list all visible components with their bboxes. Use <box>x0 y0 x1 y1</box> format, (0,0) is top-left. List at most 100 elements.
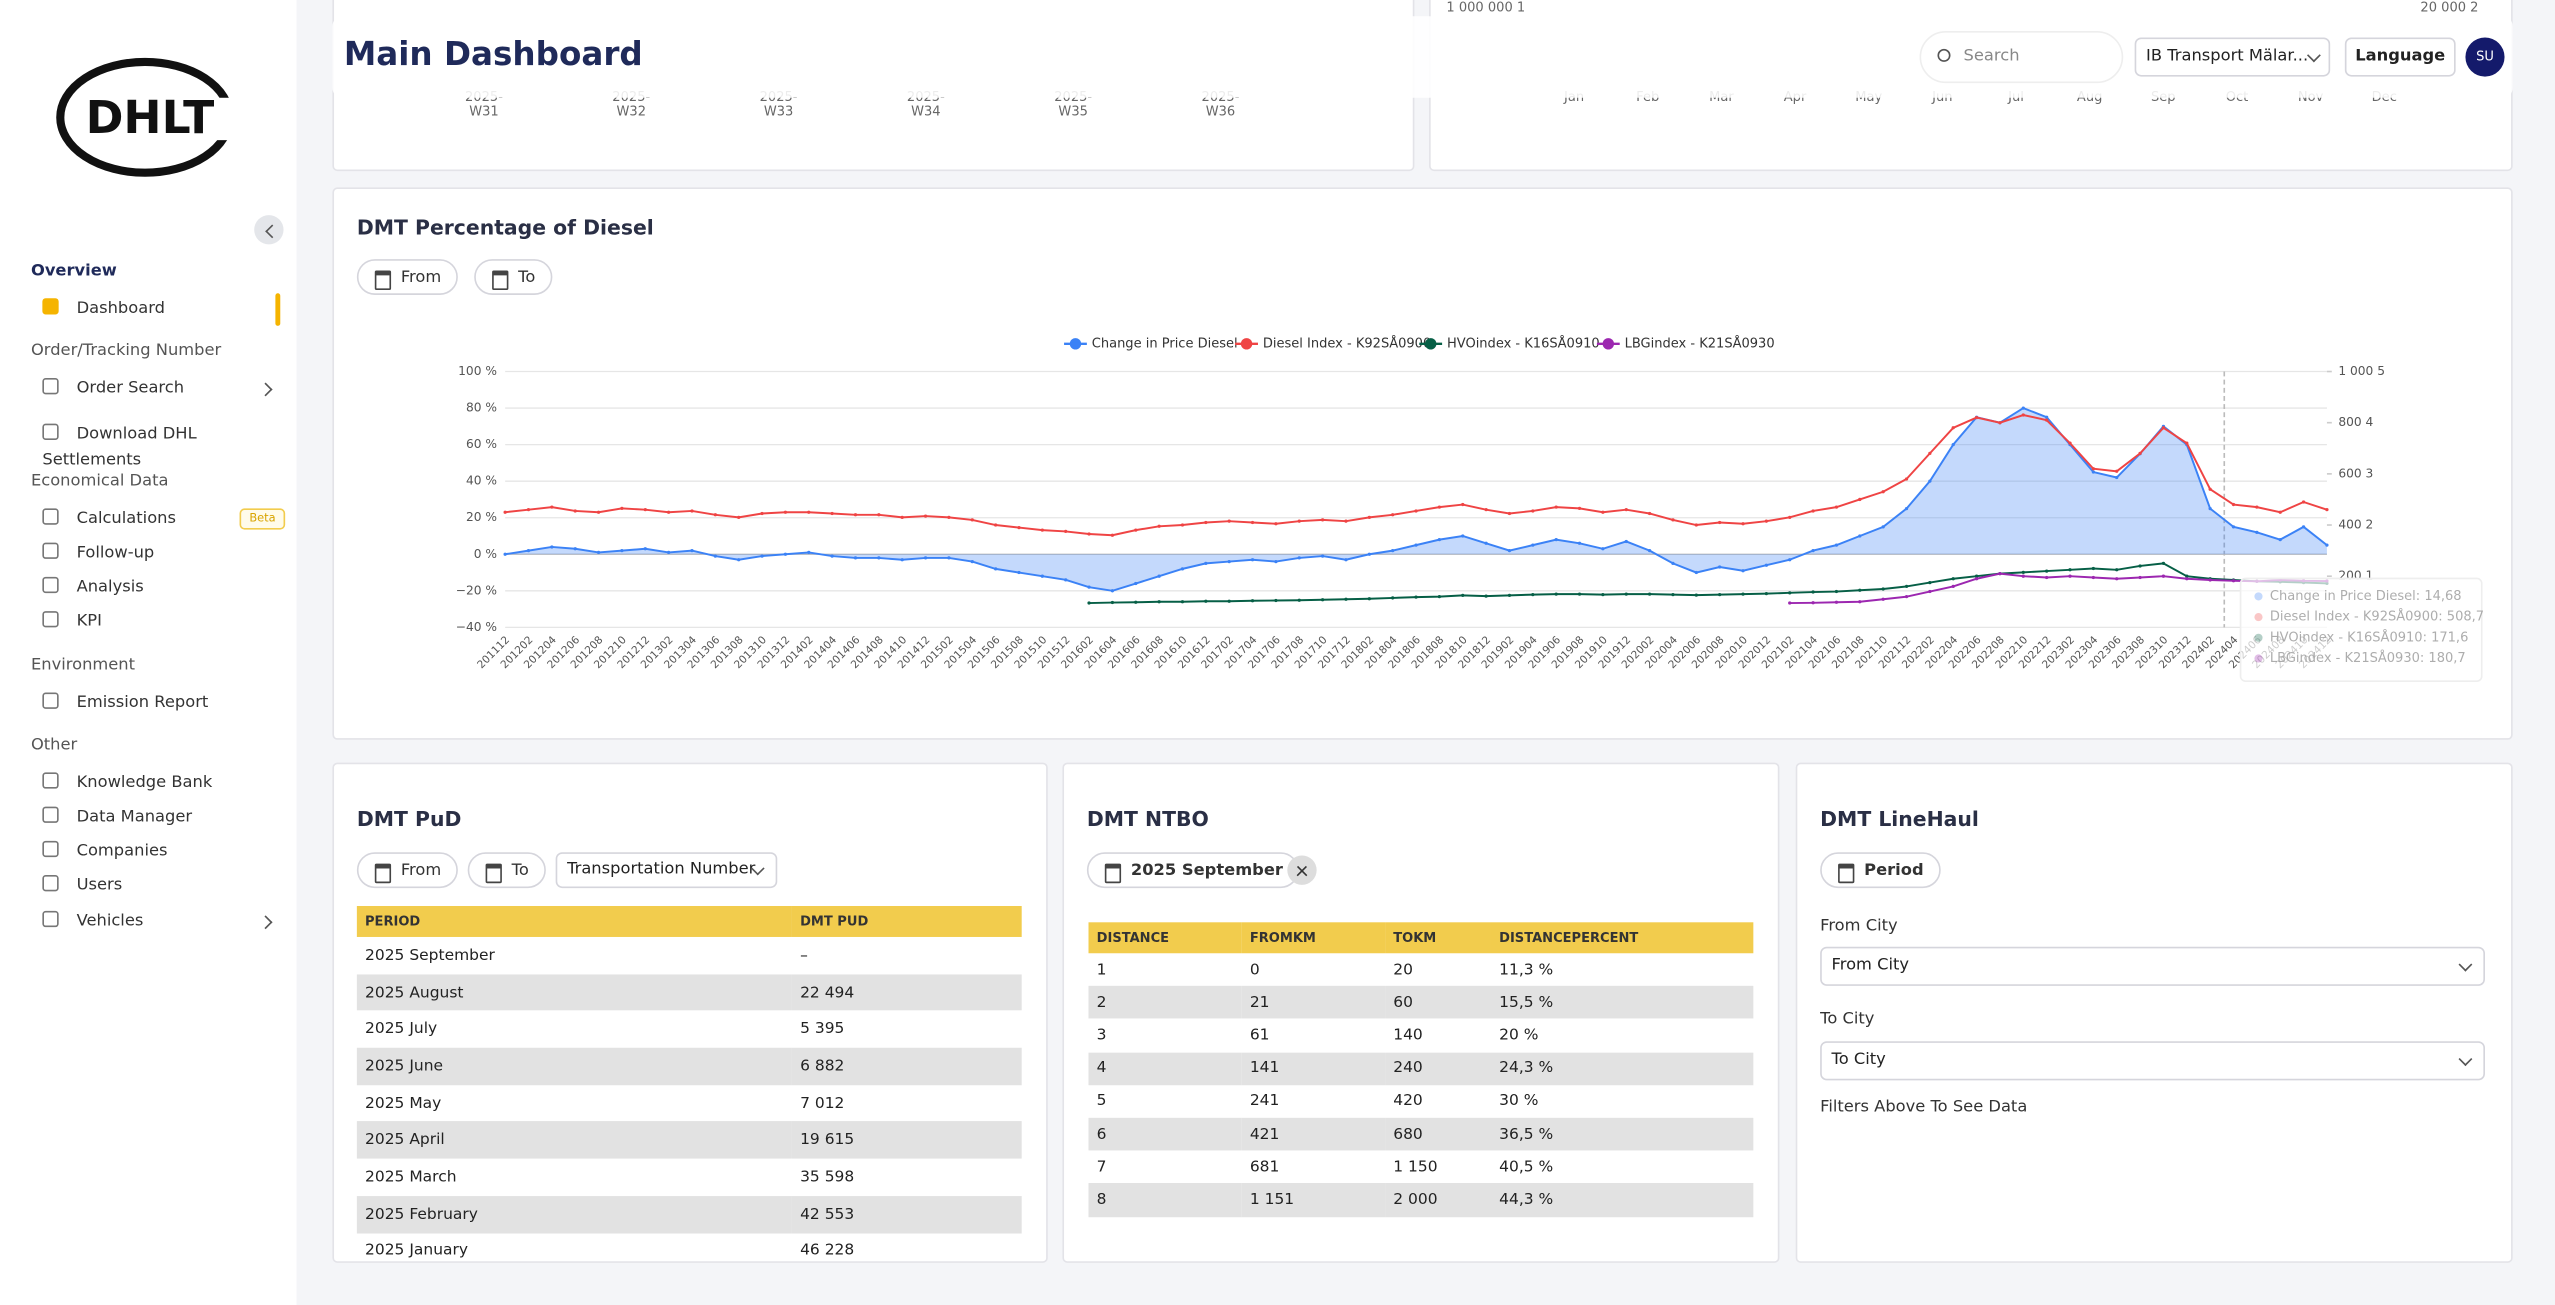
sidebar: DHLT Overview Dashboard Order/Tracking Num… <box>0 0 297 1305</box>
nav-item[interactable]: Companies <box>42 839 286 865</box>
nav-item[interactable]: Analysis <box>42 575 286 601</box>
filter-label: From <box>400 268 442 287</box>
diesel-panel: DMT Percentage of Diesel From To <box>332 187 2513 740</box>
avatar[interactable]: SU <box>2465 37 2505 77</box>
header-row: DISTANCE FROMKM TOKM DISTANCEPERCENT <box>1088 922 1754 954</box>
nav-item[interactable]: KPI <box>42 609 286 635</box>
column-header: DISTANCE <box>1088 922 1242 954</box>
table-row: 2025 June 6 882 <box>356 1047 1022 1085</box>
table-cell: 20 <box>1393 960 1413 979</box>
pud-table: PERIOD DMT PUD 2025 September –2025 August 2… <box>356 906 1022 1262</box>
table-cell: 0 <box>1249 960 1260 979</box>
transport-select[interactable]: Transportation Number <box>555 852 778 889</box>
y2-axis-label: 20 000 2 <box>2420 0 2479 15</box>
dropdown-icon <box>2458 957 2473 972</box>
table-cell: 15,5 % <box>1490 986 1754 1020</box>
to-filter[interactable]: To <box>467 852 546 889</box>
table-cell: 5 395 <box>800 1020 845 1039</box>
ntbo-panel: DMT NTBO 2025 September DISTANCE FROMKM TO… <box>1062 762 1780 1263</box>
table-cell: 421 <box>1241 1117 1386 1151</box>
table-row: 2025 July 5 395 <box>357 1011 1022 1048</box>
to-city-select[interactable]: To City <box>1820 1041 2485 1081</box>
table-cell: 61 <box>1249 1026 1270 1045</box>
table-cell: 240 <box>1385 1051 1491 1085</box>
table-cell: 7 012 <box>800 1094 845 1113</box>
period-filter[interactable]: 2025 September <box>1086 852 1300 889</box>
from-filter[interactable]: From <box>356 259 458 295</box>
table-cell: 2025 February <box>356 1195 792 1233</box>
table-cell: 1 151 <box>1241 1183 1386 1217</box>
select-placeholder: From City <box>1831 956 1910 975</box>
clear-button[interactable] <box>1287 855 1317 885</box>
calendar-icon <box>374 270 392 291</box>
calendar-icon <box>374 863 392 884</box>
table-cell: 2025 January <box>365 1242 469 1261</box>
table-cell: 22 494 <box>791 973 1022 1011</box>
table-cell: 1 150 <box>1393 1158 1438 1177</box>
search-placeholder: Search <box>1963 47 2020 66</box>
nav-badge: Beta <box>239 508 286 530</box>
company-select[interactable]: IB Transport Mälar... <box>2134 37 2331 77</box>
nav-item[interactable]: Follow-up <box>42 541 286 567</box>
nav-item[interactable]: Calculations Beta <box>42 507 286 533</box>
table-cell: 1 <box>1096 960 1107 979</box>
ntbo-title: DMT NTBO <box>1086 806 1209 832</box>
collapse-button[interactable] <box>254 215 284 245</box>
table-cell: 141 <box>1241 1051 1386 1085</box>
search-box[interactable]: Search <box>1919 30 2124 84</box>
table-cell: 2025 March <box>365 1168 457 1187</box>
table-row: 2025 February 42 553 <box>356 1195 1022 1233</box>
nav-icon <box>42 378 59 395</box>
table-row: 2025 January 46 228 <box>357 1233 1022 1262</box>
diesel-title: DMT Percentage of Diesel <box>356 215 654 240</box>
nav-item[interactable]: Users <box>42 873 286 899</box>
table-row: 4 141 240 24,3 % <box>1088 1051 1754 1085</box>
table-row: 2 21 60 15,5 % <box>1088 986 1754 1020</box>
nav-icon <box>42 806 59 823</box>
calendar-icon <box>492 270 509 291</box>
table-cell: 2025 September <box>365 946 495 965</box>
table-cell: 6 882 <box>791 1047 1022 1085</box>
language-button[interactable]: Language <box>2344 37 2456 77</box>
company-name: IB Transport Mälar... <box>2146 47 2309 66</box>
nav-item[interactable]: Dashboard <box>42 293 286 326</box>
nav-item[interactable]: Order Search <box>42 376 286 402</box>
nav-item[interactable]: Emission Report <box>42 691 286 717</box>
empty-note: Filters Above To See Data <box>1820 1098 2028 1117</box>
period-filter[interactable]: Period <box>1820 852 1940 889</box>
nav-item[interactable]: Vehicles <box>42 909 286 935</box>
page-title: Main Dashboard <box>343 34 643 74</box>
nav-item[interactable]: Knowledge Bank <box>42 771 286 797</box>
nav-label: Calculations <box>76 510 176 528</box>
nav-label: KPI <box>76 612 102 631</box>
nav-item[interactable]: Download DHL Settlements <box>42 422 286 469</box>
header-row: PERIOD DMT PUD <box>356 906 1022 937</box>
table-cell: 3 <box>1096 1026 1107 1045</box>
table-row: 2025 April 19 615 <box>356 1121 1022 1159</box>
nav-label: Companies <box>76 842 168 861</box>
section-title: Environment <box>30 656 136 675</box>
select-label: Transportation Number <box>567 860 756 879</box>
pud-title: DMT PuD <box>356 806 462 832</box>
from-city-select[interactable]: From City <box>1820 946 2485 986</box>
from-filter[interactable]: From <box>356 852 458 889</box>
nav-item[interactable]: Data Manager <box>42 805 286 831</box>
to-filter[interactable]: To <box>474 259 552 295</box>
column-header: TOKM <box>1385 922 1491 954</box>
ntbo-table: DISTANCE FROMKM TOKM DISTANCEPERCENT 1 0 20 11,… <box>1088 922 1754 1217</box>
filter-label: Period <box>1864 862 1924 880</box>
table-cell: 44,3 % <box>1490 1183 1754 1217</box>
nav-icon <box>42 840 59 858</box>
logo-text: DHLT <box>86 91 215 144</box>
to-city-label: To City <box>1820 1010 1875 1029</box>
table-row: 2025 August 22 494 <box>356 973 1022 1011</box>
nav-chevron <box>258 915 273 930</box>
table-cell: 35 598 <box>800 1168 855 1187</box>
nav-icon <box>42 611 59 628</box>
table-cell: 6 <box>1088 1117 1242 1151</box>
calendar-icon <box>485 863 502 884</box>
column-header: DMT PUD <box>791 906 1022 937</box>
table-cell: 2 000 <box>1385 1183 1491 1217</box>
table-cell: 140 <box>1393 1026 1423 1045</box>
